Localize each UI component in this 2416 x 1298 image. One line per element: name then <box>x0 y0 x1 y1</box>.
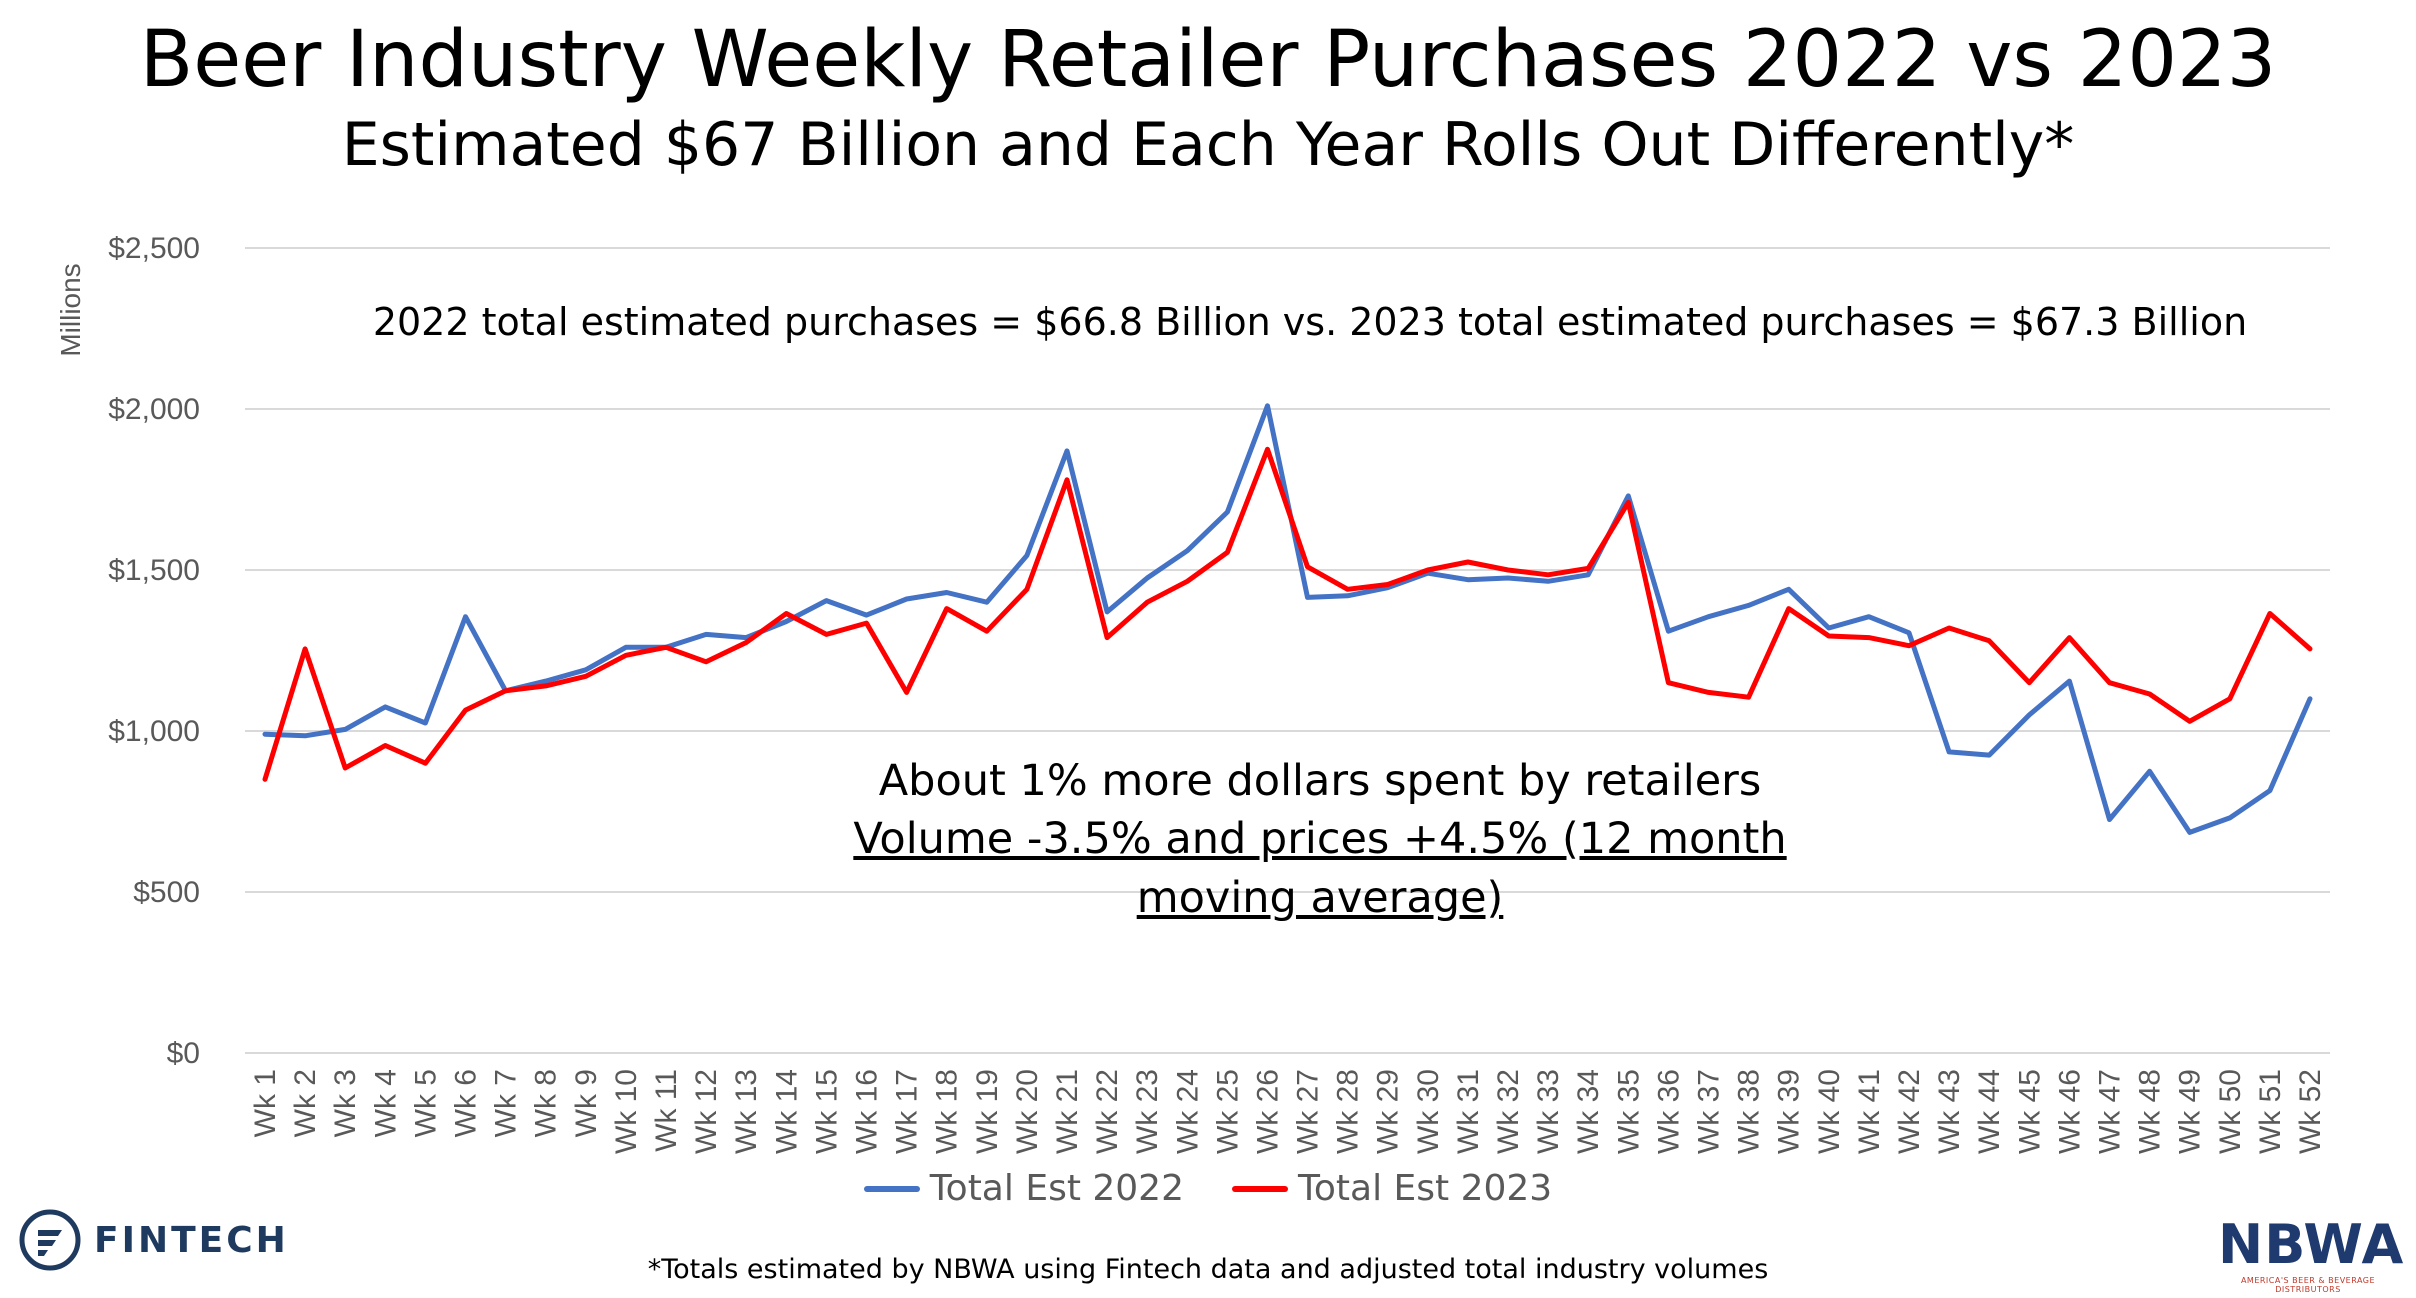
annotation-totals: 2022 total estimated purchases = $66.8 B… <box>372 300 2248 344</box>
fintech-logo-text: FINTECH <box>94 1219 289 1261</box>
legend-item-2023: Total Est 2023 <box>1232 1168 1552 1209</box>
x-tick-label: Wk 3 <box>329 1069 362 1137</box>
y-tick-label: $1,500 <box>108 554 200 587</box>
x-tick-label: Wk 18 <box>931 1069 964 1154</box>
y-tick-label: $0 <box>167 1037 200 1070</box>
x-tick-label: Wk 38 <box>1733 1069 1766 1154</box>
x-tick-label: Wk 41 <box>1853 1069 1886 1154</box>
x-tick-label: Wk 51 <box>2254 1069 2287 1154</box>
x-tick-label: Wk 21 <box>1051 1069 1084 1154</box>
x-tick-label: Wk 17 <box>891 1069 924 1154</box>
x-tick-label: Wk 31 <box>1452 1069 1485 1154</box>
legend-label-2022: Total Est 2022 <box>929 1168 1184 1209</box>
nbwa-logo: NBWA AMERICA'S BEER & BEVERAGE DISTRIBUT… <box>2218 1213 2405 1295</box>
x-tick-label: Wk 9 <box>570 1069 603 1137</box>
x-tick-label: Wk 19 <box>971 1069 1004 1154</box>
footnote: *Totals estimated by NBWA using Fintech … <box>647 1254 1769 1285</box>
annotation-dollars: About 1% more dollars spent by retailers <box>878 756 1762 806</box>
x-tick-label: Wk 6 <box>450 1069 483 1137</box>
y-axis-ticks: $0 $500 $1,000 $1,500 $2,000 $2,500 <box>108 232 200 1070</box>
x-tick-label: Wk 52 <box>2294 1069 2327 1154</box>
x-tick-label: Wk 27 <box>1292 1069 1325 1154</box>
x-tick-label: Wk 50 <box>2214 1069 2247 1154</box>
x-tick-label: Wk 10 <box>610 1069 643 1154</box>
y-tick-label: $2,000 <box>108 393 200 426</box>
x-tick-label: Wk 2 <box>289 1069 322 1137</box>
x-tick-label: Wk 25 <box>1211 1069 1244 1154</box>
x-tick-label: Wk 42 <box>1893 1069 1926 1154</box>
x-tick-label: Wk 23 <box>1131 1069 1164 1154</box>
legend-label-2023: Total Est 2023 <box>1298 1168 1553 1209</box>
series-lines <box>262 403 2313 835</box>
x-tick-label: Wk 5 <box>409 1069 442 1137</box>
y-tick-label: $2,500 <box>108 232 200 265</box>
legend-swatch-2023 <box>1232 1185 1288 1192</box>
x-tick-label: Wk 47 <box>2093 1069 2126 1154</box>
x-tick-label: Wk 35 <box>1612 1069 1645 1154</box>
x-tick-label: Wk 34 <box>1572 1069 1605 1154</box>
x-tick-label: Wk 7 <box>490 1069 523 1137</box>
x-tick-label: Wk 36 <box>1652 1069 1685 1154</box>
x-tick-label: Wk 15 <box>810 1069 843 1154</box>
x-tick-label: Wk 22 <box>1091 1069 1124 1154</box>
x-axis-ticks: Wk 1 Wk 2 Wk 3 Wk 4 Wk 5 Wk 6 Wk 7 Wk 8 Wk 9 Wk 1… <box>249 1069 2327 1154</box>
x-tick-label: Wk 26 <box>1251 1069 1284 1154</box>
annotation-summary: About 1% more dollars spent by retailers… <box>820 752 1820 927</box>
x-tick-label: Wk 46 <box>2053 1069 2086 1154</box>
gridlines <box>245 247 2330 1054</box>
x-tick-label: Wk 20 <box>1011 1069 1044 1154</box>
x-tick-label: Wk 1 <box>249 1069 282 1137</box>
x-tick-label: Wk 40 <box>1813 1069 1846 1154</box>
x-tick-label: Wk 16 <box>850 1069 883 1154</box>
legend-swatch-2022 <box>863 1185 920 1192</box>
chart-title: Beer Industry Weekly Retailer Purchases … <box>139 15 2277 105</box>
x-tick-label: Wk 48 <box>2134 1069 2167 1154</box>
x-tick-label: Wk 8 <box>530 1069 563 1137</box>
chart-subtitle: Estimated $67 Billion and Each Year Roll… <box>341 110 2075 180</box>
y-tick-label: $500 <box>133 876 200 909</box>
x-tick-label: Wk 11 <box>650 1069 683 1152</box>
annotation-volume-prices: Volume -3.5% and prices +4.5% (12 month … <box>853 814 1787 923</box>
legend: Total Est 2022 Total Est 2023 <box>0 1168 2416 1209</box>
x-tick-label: Wk 32 <box>1492 1069 1525 1154</box>
y-tick-label: $1,000 <box>108 715 200 748</box>
nbwa-logo-subtext: AMERICA'S BEER & BEVERAGE DISTRIBUTORS <box>2240 1276 2376 1294</box>
legend-item-2022: Total Est 2022 <box>863 1168 1184 1209</box>
x-tick-label: Wk 43 <box>1933 1069 1966 1154</box>
x-tick-label: Wk 24 <box>1171 1069 1204 1154</box>
x-tick-label: Wk 39 <box>1773 1069 1806 1154</box>
x-tick-label: Wk 4 <box>369 1069 402 1137</box>
fintech-logo: FINTECH <box>18 1208 289 1272</box>
x-tick-label: Wk 12 <box>690 1069 723 1154</box>
nbwa-logo-text: NBWA <box>2218 1213 2405 1276</box>
x-tick-label: Wk 29 <box>1372 1069 1405 1154</box>
x-tick-label: Wk 49 <box>2174 1069 2207 1154</box>
x-tick-label: Wk 45 <box>2013 1069 2046 1154</box>
x-tick-label: Wk 28 <box>1332 1069 1365 1154</box>
x-tick-label: Wk 30 <box>1412 1069 1445 1154</box>
x-tick-label: Wk 44 <box>1973 1069 2006 1154</box>
x-tick-label: Wk 13 <box>730 1069 763 1154</box>
x-tick-label: Wk 37 <box>1693 1069 1726 1154</box>
x-tick-label: Wk 33 <box>1532 1069 1565 1154</box>
fintech-emblem-icon <box>19 1209 81 1271</box>
series-line-2023 <box>262 446 2313 782</box>
y-axis-label: Millions <box>55 263 86 356</box>
x-tick-label: Wk 14 <box>770 1069 803 1154</box>
